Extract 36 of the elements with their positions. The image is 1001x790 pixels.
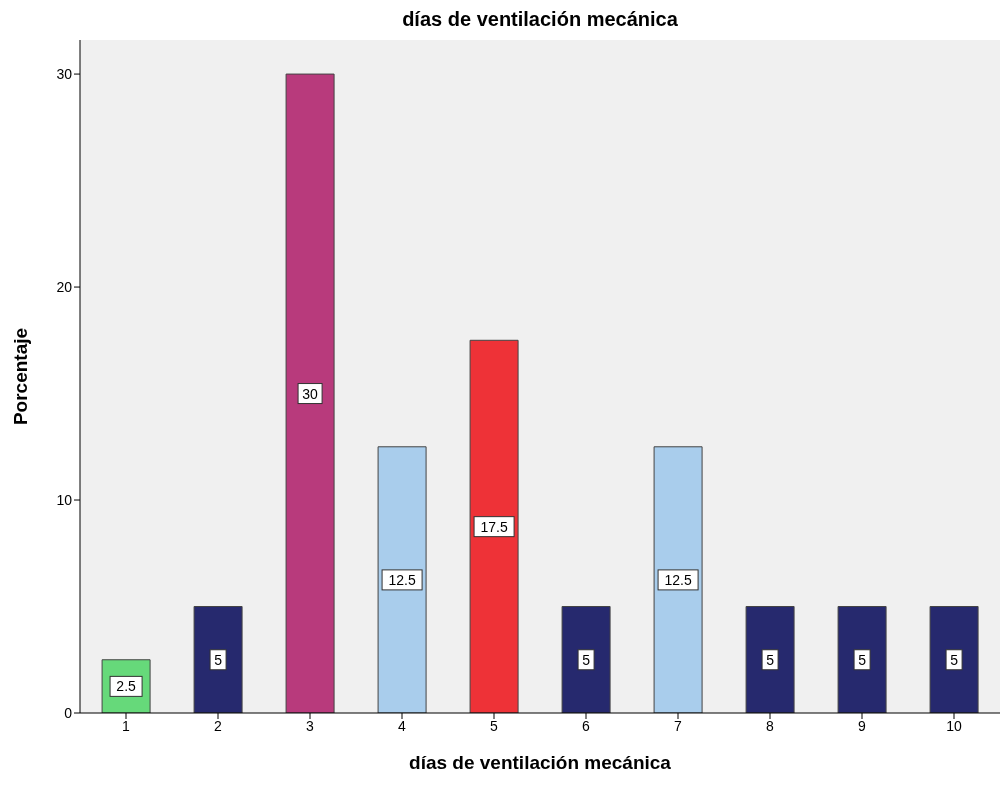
data-label: 12.5 [664, 571, 692, 588]
x-tick-label: 8 [766, 717, 775, 734]
data-label: 30 [302, 385, 319, 402]
x-tick-label: 4 [398, 717, 407, 734]
y-tick-label: 20 [56, 279, 73, 296]
data-label: 5 [766, 651, 775, 668]
x-tick-label: 3 [306, 717, 315, 734]
x-axis-title: días de ventilación mecánica [409, 752, 672, 773]
y-tick-label: 30 [56, 66, 73, 83]
bar [469, 339, 519, 713]
data-label: 5 [950, 651, 959, 668]
y-axis-title: Porcentaje [9, 327, 31, 426]
x-tick-label: 2 [214, 717, 223, 734]
data-label: 5 [858, 651, 867, 668]
data-label: 5 [214, 651, 223, 668]
x-tick-label: 10 [946, 717, 962, 734]
bar [929, 606, 979, 713]
y-tick-label: 10 [56, 492, 73, 508]
bar [745, 606, 795, 713]
bar [285, 73, 335, 713]
bar [837, 606, 887, 713]
data-label: 5 [582, 651, 591, 668]
data-label: 17.5 [480, 518, 508, 535]
x-tick-label: 9 [858, 717, 867, 734]
bar [653, 446, 703, 713]
y-tick-label: 0 [64, 704, 73, 721]
x-tick-label: 5 [490, 717, 499, 734]
x-tick-label: 6 [582, 717, 591, 734]
bar [193, 606, 243, 713]
bar [561, 606, 611, 713]
x-tick-label: 1 [122, 717, 131, 734]
chart-title: días de ventilación mecánica [401, 8, 679, 31]
data-label: 12.5 [388, 571, 416, 588]
bar [377, 446, 427, 713]
data-label: 2.5 [116, 678, 137, 695]
x-tick-label: 7 [674, 717, 683, 734]
